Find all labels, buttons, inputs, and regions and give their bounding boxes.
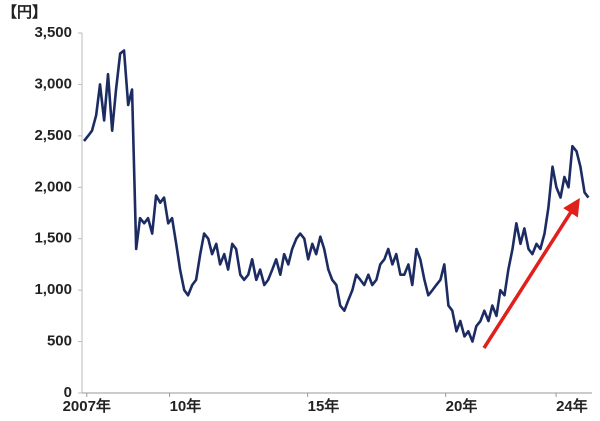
y-tick-label: 0: [64, 384, 72, 401]
y-tick-label: 1,000: [34, 281, 72, 298]
x-tick-label: 2007年: [63, 397, 111, 415]
y-tick-label: 3,500: [34, 24, 72, 41]
x-tick-label: 15年: [308, 397, 340, 415]
x-tick-label: 24年: [556, 397, 588, 415]
x-tick-label: 20年: [446, 397, 478, 415]
y-axis-label: 【円】: [2, 3, 47, 21]
y-tick-label: 2,500: [34, 127, 72, 144]
y-tick-label: 1,500: [34, 230, 72, 247]
y-tick-label: 3,000: [34, 75, 72, 92]
trend-arrow: [482, 198, 580, 349]
x-tick-label: 10年: [170, 397, 202, 415]
price-line: [82, 49, 590, 343]
y-tick-label: 500: [47, 333, 72, 350]
y-tick-label: 2,000: [34, 178, 72, 195]
